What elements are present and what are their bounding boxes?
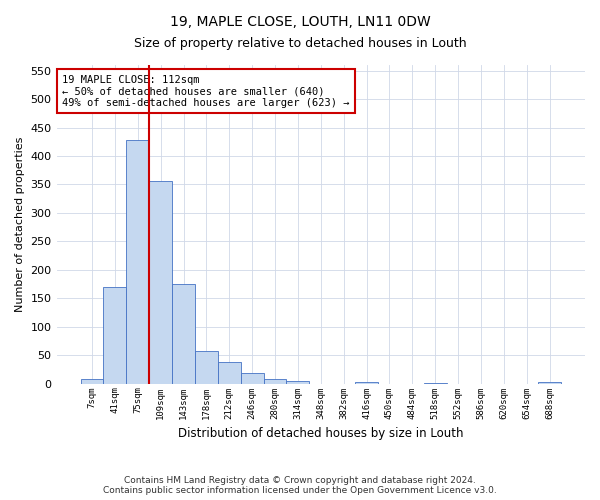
Text: Size of property relative to detached houses in Louth: Size of property relative to detached ho…	[134, 38, 466, 51]
Bar	[424, 382, 446, 384]
Bar	[241, 374, 263, 384]
Bar	[263, 378, 286, 384]
Bar	[127, 140, 149, 384]
Bar	[195, 351, 218, 384]
Bar	[538, 382, 561, 384]
Bar	[355, 382, 378, 384]
X-axis label: Distribution of detached houses by size in Louth: Distribution of detached houses by size …	[178, 427, 464, 440]
Bar	[286, 381, 310, 384]
Bar	[172, 284, 195, 384]
Text: 19 MAPLE CLOSE: 112sqm
← 50% of detached houses are smaller (640)
49% of semi-de: 19 MAPLE CLOSE: 112sqm ← 50% of detached…	[62, 74, 349, 108]
Bar	[149, 181, 172, 384]
Bar	[103, 287, 127, 384]
Bar	[80, 379, 103, 384]
Y-axis label: Number of detached properties: Number of detached properties	[15, 136, 25, 312]
Bar	[218, 362, 241, 384]
Text: 19, MAPLE CLOSE, LOUTH, LN11 0DW: 19, MAPLE CLOSE, LOUTH, LN11 0DW	[170, 15, 430, 29]
Text: Contains HM Land Registry data © Crown copyright and database right 2024.
Contai: Contains HM Land Registry data © Crown c…	[103, 476, 497, 495]
